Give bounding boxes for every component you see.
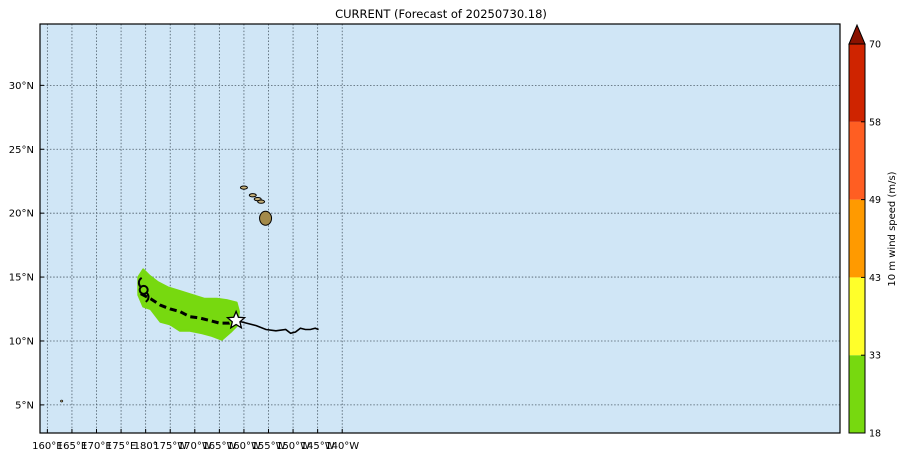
x-tick-label: 150°W [276,441,310,452]
colorbar-label: 10 m wind speed (m/s) [887,171,898,286]
x-tick-label: 165°E [57,441,87,452]
colorbar-tick-label: 49 [869,195,881,206]
x-tick-label: 175°E [106,441,136,452]
tropical-cyclone-icon [137,277,150,303]
forecast-track [235,319,319,335]
x-tick-label: 140°W [325,441,359,452]
x-tick-label: 160°W [227,441,261,452]
x-tick-label: 170°E [81,441,111,452]
chart-title: CURRENT (Forecast of 20250730.18) [335,7,547,21]
cyclone-eye [138,284,149,295]
storm-markers [137,277,247,330]
y-tick-label: 30°N [9,81,34,92]
island [248,193,257,198]
map-area: 160°E165°E170°E175°E180°175°W170°W165°W1… [9,23,841,452]
y-tick-label: 5°N [15,400,34,411]
island [60,399,64,403]
x-tick-label: 180° [134,441,158,452]
x-axis-ticks: 160°E165°E170°E175°E180°175°W170°W165°W1… [32,429,359,452]
star-icon [225,309,247,330]
colorbar: 18 33 43 49 58 70 [848,23,881,440]
colorbar-bin [849,44,865,122]
x-tick-label: 155°W [252,441,286,452]
storm-tracks [140,292,319,335]
colorbar-bin [849,199,865,278]
colorbar-bin [849,277,865,356]
x-tick-label: 170°W [178,441,212,452]
colorbar-overflow-arrow [848,23,866,45]
x-tick-label: 160°E [32,441,62,452]
colorbar-tick-label: 33 [869,351,881,362]
colorbar-tick-label: 58 [869,117,881,128]
y-tick-label: 20°N [9,209,34,220]
cyclone-arm [137,277,143,288]
x-tick-label: 175°W [153,441,187,452]
ocean-background [40,24,840,433]
colorbar-tick-label: 43 [869,273,881,284]
x-tick-label: 165°W [202,441,236,452]
map-frame [39,23,841,434]
gridlines [40,24,840,433]
island [259,210,273,226]
x-tick-label: 145°W [301,441,335,452]
colorbar-tick-label: 70 [869,40,881,51]
y-tick-label: 10°N [9,336,34,347]
colorbar-bin [849,355,865,433]
island [257,199,266,204]
colorbar-tick-label: 18 [869,429,881,440]
past-track [140,292,237,325]
colorbar-frame [848,43,866,434]
y-axis-ticks: 5°N 10°N 15°N 20°N 25°N 30°N [9,81,44,411]
cyclone-arm [145,292,150,303]
island [239,185,248,190]
islands [60,185,273,403]
colorbar-bin [849,121,865,200]
y-tick-label: 15°N [9,273,34,284]
y-tick-label: 25°N [9,145,34,156]
